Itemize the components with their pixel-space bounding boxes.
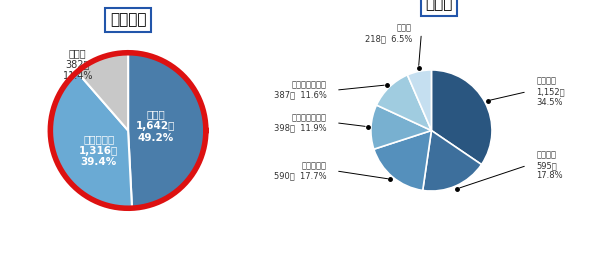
Text: 無締り
1,642件
49.2%: 無締り 1,642件 49.2% <box>136 109 175 143</box>
Wedge shape <box>374 130 431 191</box>
Text: ガラス破り
1,316件
39.4%: ガラス破り 1,316件 39.4% <box>79 134 118 167</box>
Wedge shape <box>376 75 431 130</box>
Text: その他
382件
11.4%: その他 382件 11.4% <box>62 48 93 81</box>
Wedge shape <box>431 70 492 164</box>
Title: 侵入方法: 侵入方法 <box>110 12 146 27</box>
Wedge shape <box>371 105 431 149</box>
Title: 侵入口: 侵入口 <box>426 0 453 11</box>
Wedge shape <box>423 130 481 191</box>
Text: 居間の窓
1,152件
34.5%: 居間の窓 1,152件 34.5% <box>536 77 565 106</box>
Text: その他の出入口
387件  11.6%: その他の出入口 387件 11.6% <box>274 80 326 100</box>
Text: 表出入口
595件
17.8%: 表出入口 595件 17.8% <box>536 151 563 180</box>
Text: その他の窓
590件  17.7%: その他の窓 590件 17.7% <box>274 161 326 181</box>
Text: その他
218件  6.5%: その他 218件 6.5% <box>365 24 412 43</box>
Wedge shape <box>77 53 128 130</box>
Text: 縁側・ベランダ
398件  11.9%: 縁側・ベランダ 398件 11.9% <box>274 113 326 132</box>
Wedge shape <box>51 72 132 208</box>
Wedge shape <box>407 70 431 130</box>
Wedge shape <box>128 53 206 208</box>
